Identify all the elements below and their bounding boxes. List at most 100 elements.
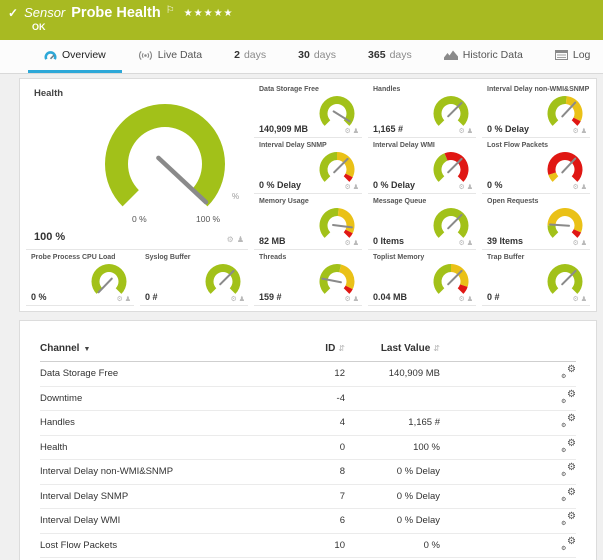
pin-icon[interactable]: ♟: [353, 184, 359, 191]
flag-icon[interactable]: ⚐: [166, 5, 175, 16]
channel-settings-icon[interactable]: ⚙⚙: [562, 366, 576, 378]
gauge-title: Data Storage Free: [259, 86, 319, 93]
column-header-id[interactable]: ID⇵: [290, 343, 345, 354]
gear-icon[interactable]: ⚙: [227, 235, 234, 244]
pin-icon[interactable]: ♟: [581, 240, 587, 247]
cell-channel: Handles: [40, 417, 290, 428]
pin-icon[interactable]: ♟: [237, 235, 244, 244]
channel-settings-icon[interactable]: ⚙⚙: [562, 440, 576, 452]
gauge-value: 0.04 MB: [373, 292, 407, 302]
cell-last-value: 100 %: [345, 442, 440, 453]
status-badge: OK: [32, 22, 603, 32]
tab-label: Overview: [62, 49, 106, 61]
cell-id: 10: [290, 540, 345, 551]
cell-id: -4: [290, 393, 345, 404]
pin-icon[interactable]: ♟: [467, 296, 473, 303]
cell-last-value: 0 %: [345, 540, 440, 551]
gear-icon[interactable]: ⚙: [344, 184, 350, 191]
gear-icon[interactable]: ⚙: [344, 296, 350, 303]
gear-icon[interactable]: ⚙: [458, 240, 464, 247]
gauge-value: 159 #: [259, 292, 282, 302]
gear-icon[interactable]: ⚙: [344, 128, 350, 135]
channel-settings-icon[interactable]: ⚙⚙: [562, 513, 576, 525]
gear-icon[interactable]: ⚙: [572, 240, 578, 247]
gear-icon[interactable]: ⚙: [458, 296, 464, 303]
channel-settings-icon[interactable]: ⚙⚙: [562, 489, 576, 501]
table-row[interactable]: Health0100 %⚙⚙: [40, 436, 576, 461]
sensor-header: ✓ Sensor Probe Health ⚐ ★★★★★ OK: [0, 0, 603, 40]
cell-last-value: 1,165 #: [345, 417, 440, 428]
pin-icon[interactable]: ♟: [239, 296, 245, 303]
tab-365-days[interactable]: 365days: [352, 40, 428, 73]
status-check-icon: ✓: [8, 6, 18, 20]
gauge-value: 0 #: [145, 292, 158, 302]
gear-icon[interactable]: ⚙: [116, 296, 122, 303]
table-row[interactable]: Downtime-4 ⚙⚙: [40, 387, 576, 412]
table-row[interactable]: Handles41,165 #⚙⚙: [40, 411, 576, 436]
sort-icon: ⇵: [433, 344, 440, 353]
tab-live-data[interactable]: Live Data: [122, 40, 218, 73]
cell-last-value: 0 % Delay: [345, 515, 440, 526]
gear-icon[interactable]: ⚙: [572, 184, 578, 191]
cell-channel: Health: [40, 442, 290, 453]
table-header-row: Channel▼ ID⇵ Last Value⇵: [40, 335, 576, 362]
pin-icon[interactable]: ♟: [467, 240, 473, 247]
gauge-value: 140,909 MB: [259, 124, 308, 134]
tab-historic-data[interactable]: Historic Data: [428, 40, 539, 73]
gear-icon[interactable]: ⚙: [230, 296, 236, 303]
gauge-min-label: 0 %: [132, 214, 147, 224]
cell-channel: Interval Delay non-WMI&SNMP: [40, 466, 290, 477]
gauge-panel-threads: Threads159 #⚙♟: [254, 252, 362, 306]
gauge-panel-interval-delay-wmi: Interval Delay WMI0 % Delay⚙♟: [368, 140, 476, 194]
pin-icon[interactable]: ♟: [125, 296, 131, 303]
gear-icon[interactable]: ⚙: [572, 296, 578, 303]
gauge-title: Lost Flow Packets: [487, 142, 548, 149]
gear-icon[interactable]: ⚙: [344, 240, 350, 247]
tab-2-days[interactable]: 2days: [218, 40, 282, 73]
tab-label: Live Data: [158, 49, 202, 61]
gauge-panel-memory-usage: Memory Usage82 MB⚙♟: [254, 196, 362, 250]
gauge-value: 39 Items: [487, 236, 523, 246]
pin-icon[interactable]: ♟: [353, 240, 359, 247]
gauge-panel-lost-flow-packets: Lost Flow Packets0 %⚙♟: [482, 140, 590, 194]
table-row[interactable]: Interval Delay SNMP70 % Delay⚙⚙: [40, 485, 576, 510]
gauge-panel-handles: Handles1,165 #⚙♟: [368, 84, 476, 138]
priority-stars[interactable]: ★★★★★: [184, 8, 234, 19]
tab-30-days[interactable]: 30days: [282, 40, 352, 73]
channel-settings-icon[interactable]: ⚙⚙: [562, 391, 576, 403]
channel-settings-icon[interactable]: ⚙⚙: [562, 464, 576, 476]
table-row[interactable]: Lost Flow Packets100 % ⚙⚙: [40, 534, 576, 559]
gauge-value: 0 Items: [373, 236, 404, 246]
column-header-channel[interactable]: Channel▼: [40, 343, 290, 354]
pin-icon[interactable]: ♟: [353, 128, 359, 135]
gauge-panel-syslog-buffer: Syslog Buffer0 #⚙♟: [140, 252, 248, 306]
column-header-last-value[interactable]: Last Value⇵: [345, 343, 440, 354]
pin-icon[interactable]: ♟: [581, 128, 587, 135]
gauge-value: 0 % Delay: [259, 180, 301, 190]
channel-settings-icon[interactable]: ⚙⚙: [562, 415, 576, 427]
gear-icon[interactable]: ⚙: [458, 184, 464, 191]
gauge-value: 0 %: [31, 292, 47, 302]
pin-icon[interactable]: ♟: [353, 296, 359, 303]
pin-icon[interactable]: ♟: [467, 184, 473, 191]
cell-last-value: 0 % Delay: [345, 491, 440, 502]
pin-icon[interactable]: ♟: [581, 296, 587, 303]
tab-log[interactable]: Log: [539, 40, 603, 73]
gauge-panel-open-requests: Open Requests39 Items⚙♟: [482, 196, 590, 250]
table-row[interactable]: Data Storage Free12140,909 MB⚙⚙: [40, 362, 576, 387]
channel-settings-icon[interactable]: ⚙⚙: [562, 538, 576, 550]
cell-id: 6: [290, 515, 345, 526]
table-row[interactable]: Interval Delay WMI60 % Delay⚙⚙: [40, 509, 576, 534]
gear-icon[interactable]: ⚙: [572, 128, 578, 135]
sort-desc-icon: ▼: [83, 346, 90, 353]
gauge-panel-trap-buffer: Trap Buffer0 #⚙♟: [482, 252, 590, 306]
tab-overview[interactable]: Overview: [28, 40, 122, 73]
cell-channel: Lost Flow Packets: [40, 540, 290, 551]
cell-last-value: 0 % Delay: [345, 466, 440, 477]
pin-icon[interactable]: ♟: [467, 128, 473, 135]
cell-channel: Downtime: [40, 393, 290, 404]
chart-icon: [444, 50, 458, 60]
gear-icon[interactable]: ⚙: [458, 128, 464, 135]
pin-icon[interactable]: ♟: [581, 184, 587, 191]
table-row[interactable]: Interval Delay non-WMI&SNMP80 % Delay⚙⚙: [40, 460, 576, 485]
